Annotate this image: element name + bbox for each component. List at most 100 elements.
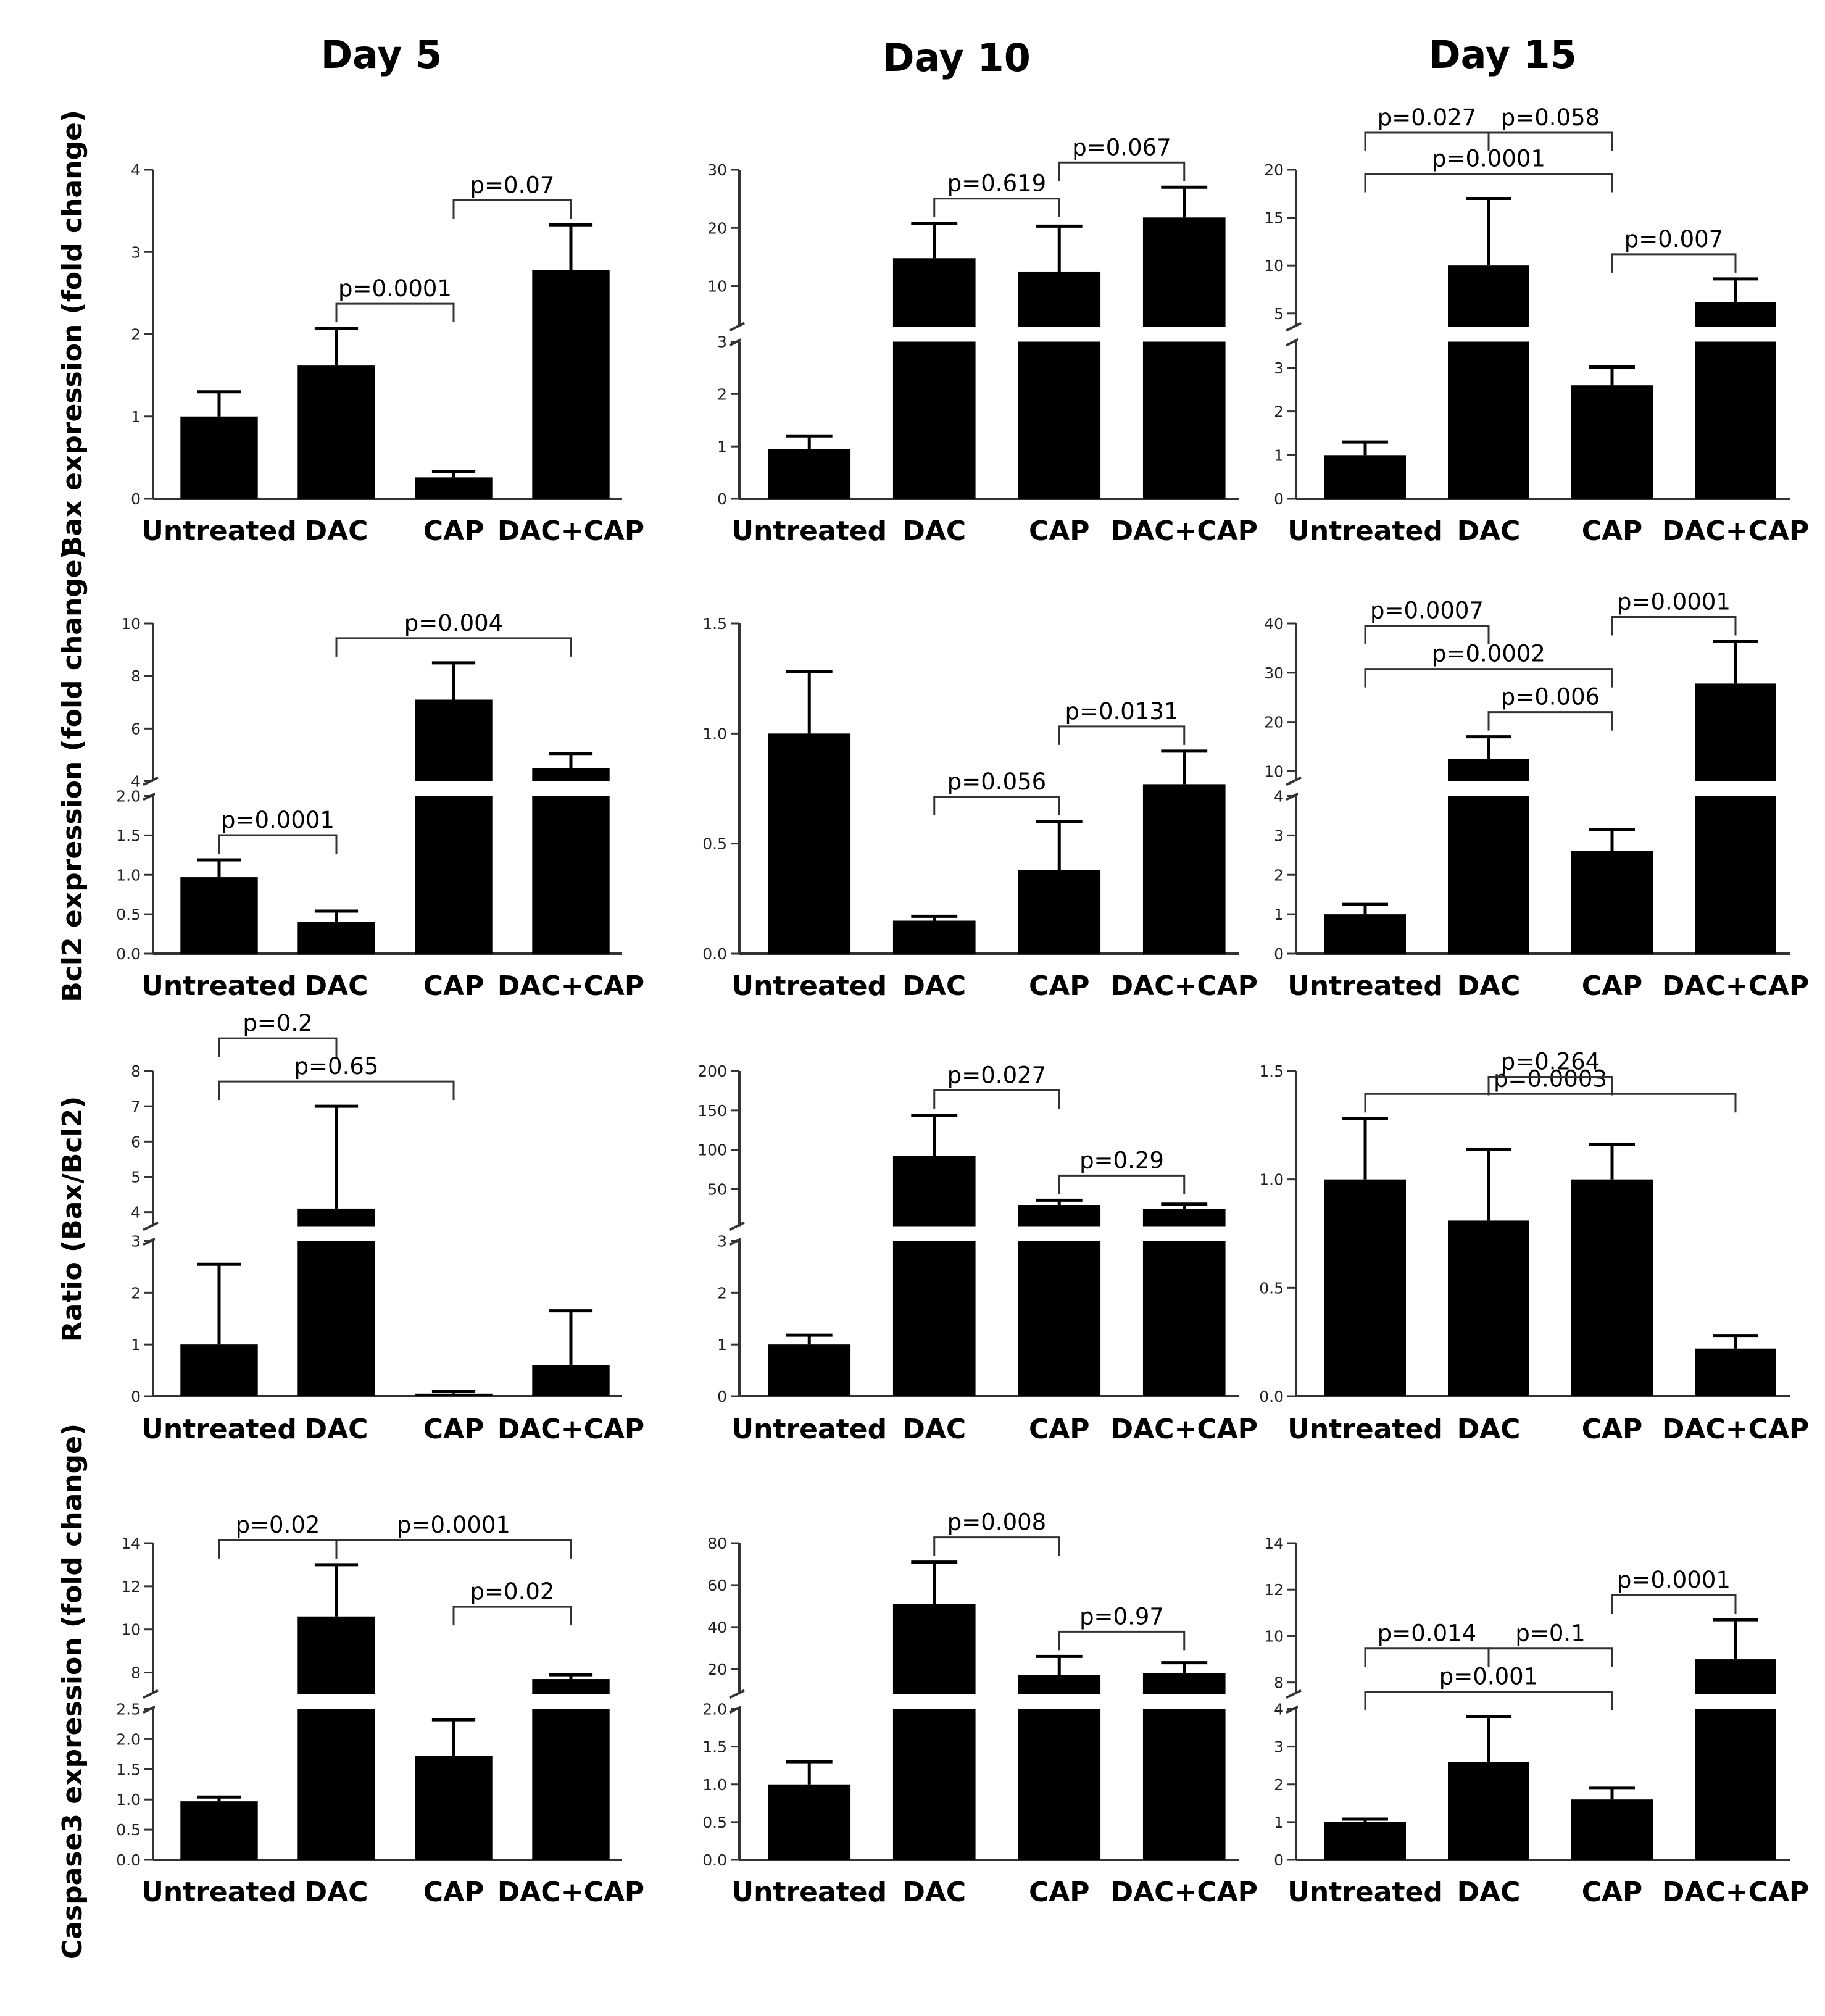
y-tick-label: 2 [1274,866,1284,884]
category-label: Untreated [1287,1876,1443,1908]
y-tick-label: 30 [1264,664,1284,682]
bar [297,365,375,499]
significance-bracket [452,199,572,219]
y-tick-label: 0.5 [702,835,727,853]
y-tick-label: 0 [1274,490,1284,508]
y-tick-label: 7 [131,1098,141,1115]
bar [1324,1179,1406,1396]
p-value-label: p=0.0001 [221,807,335,833]
axis-break-band [1298,1694,1792,1709]
chart-bcl2-day15: 0 1 2 3 4 10 20 30 40 Untreated DAC CAP DAC+CAP p=0.0… [1264,589,1809,1002]
y-tick-label: 2 [1274,1776,1284,1794]
p-value-label: p=0.0001 [1617,589,1731,615]
significance-bracket [335,1539,572,1559]
category-label: CAP [423,970,484,1002]
y-tick-label: 4 [131,773,141,791]
y-tick-label: 12 [1264,1581,1284,1599]
y-tick-label: 6 [131,720,141,738]
bar [892,1156,976,1396]
y-tick-label: 8 [1274,1674,1284,1692]
significance-bracket [1611,616,1737,636]
y-tick-label: 10 [121,615,141,633]
y-tick-label: 40 [707,1618,727,1636]
p-value-label: p=0.056 [947,768,1046,795]
row-label-bcl2: Bcl2 expression (fold change) [57,547,88,1002]
p-value-label: p=0.006 [1501,684,1600,710]
category-label: CAP [423,515,484,547]
y-tick-label: 2.0 [116,1730,141,1748]
p-value-label: p=0.0002 [1432,641,1545,667]
axis-break-mark [1286,1689,1302,1699]
p-value-label: p=0.97 [1079,1603,1164,1630]
bar [768,449,851,499]
bar [180,416,258,499]
category-label: DAC+CAP [497,1876,644,1908]
y-tick-label: 1.5 [1259,1062,1284,1080]
p-value-label: p=0.264 [1501,1048,1600,1075]
y-tick-label: 1.0 [702,725,727,743]
p-value-label: p=0.0001 [1617,1567,1731,1593]
bar [180,877,258,954]
bar [768,1344,851,1396]
category-label: DAC+CAP [497,515,644,547]
bar [768,733,851,954]
category-label: DAC+CAP [1662,515,1809,547]
bar [180,1344,258,1396]
p-value-label: p=0.027 [1378,104,1476,131]
category-label: CAP [423,1414,484,1445]
category-label: CAP [1582,1876,1643,1908]
significance-bracket [1058,161,1186,181]
category-label: Untreated [1287,515,1443,547]
chart-bcl2-day5: 0.0 0.5 1.0 1.5 2.04 6 8 10 Untreated DAC CAP DAC+C… [116,610,644,1002]
y-tick-label: 4 [131,161,141,179]
y-tick-label: 1.0 [702,1776,727,1794]
category-label: DAC+CAP [497,970,644,1002]
y-tick-label: 3 [1274,1738,1284,1756]
bar [1324,914,1406,954]
p-value-label: p=0.1 [1515,1620,1585,1647]
y-tick-label: 0.5 [116,1821,141,1839]
significance-bracket [1058,1174,1186,1194]
p-value-label: p=0.001 [1439,1664,1538,1690]
category-label: CAP [1029,515,1090,547]
y-tick-label: 0 [717,490,727,508]
category-label: DAC+CAP [1111,970,1258,1002]
bar [1695,1348,1776,1396]
significance-bracket [1487,1075,1613,1096]
p-value-label: p=0.004 [404,610,503,636]
bar [532,1365,610,1396]
y-tick-label: 2 [717,385,727,403]
column-title-day10: Day 10 [883,35,1031,80]
significance-bracket [1487,1647,1613,1667]
bar [180,1801,258,1860]
y-tick-label: 0.0 [702,1851,727,1869]
axis-break-mark [143,776,159,786]
bar [892,920,976,954]
category-label: DAC+CAP [1111,1414,1258,1445]
y-tick-label: 4 [1274,788,1284,806]
y-tick-label: 2 [717,1284,727,1302]
y-tick-label: 6 [131,1133,141,1151]
significance-bracket [452,1606,572,1626]
bar [415,1393,493,1396]
y-tick-label: 1.5 [116,827,141,844]
y-tick-label: 1 [1274,1814,1284,1831]
category-label: DAC+CAP [1111,1876,1258,1908]
y-tick-label: 3 [717,1233,727,1251]
category-label: DAC [1457,970,1521,1002]
significance-bracket [1364,173,1613,193]
y-tick-label: 0.5 [702,1814,727,1831]
significance-bracket [933,796,1060,815]
category-label: CAP [1029,1876,1090,1908]
bar [1324,455,1406,499]
y-tick-label: 8 [131,1664,141,1682]
y-tick-label: 1 [1274,906,1284,923]
bar [297,922,375,954]
significance-bracket [1487,131,1613,151]
significance-bracket [218,1080,455,1101]
p-value-label: p=0.619 [947,170,1046,197]
axis-break-band [741,327,1241,342]
p-value-label: p=0.02 [470,1578,555,1605]
